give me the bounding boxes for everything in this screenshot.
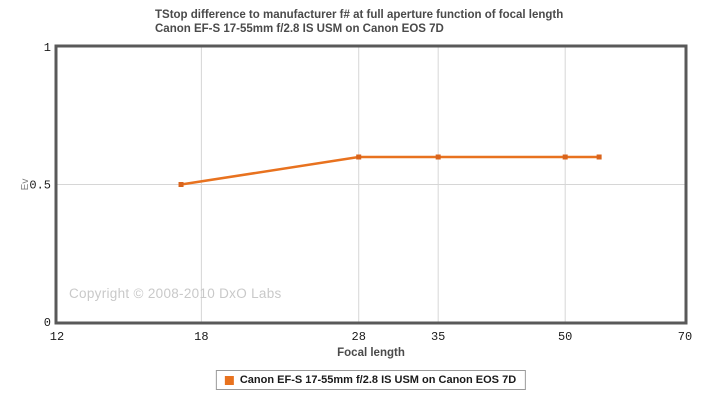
y-tick-label: 1 [44,41,51,55]
chart-title-line-2: Canon EF-S 17-55mm f/2.8 IS USM on Canon… [155,22,444,35]
chart-title: TStop difference to manufacturer f# at f… [155,9,563,36]
y-tick-label: 0.5 [29,179,51,193]
x-tick-label: 28 [352,330,366,344]
legend-series-label: Canon EF-S 17-55mm f/2.8 IS USM on Canon… [239,374,517,386]
x-axis-title: Focal length [337,347,405,359]
y-tick-label: 0 [44,316,51,330]
x-tick-label: 35 [431,330,445,344]
legend: Canon EF-S 17-55mm f/2.8 IS USM on Canon… [215,370,527,390]
chart-title-line-1: TStop difference to manufacturer f# at f… [155,9,564,21]
data-point-marker [356,154,362,160]
y-axis-title: Ev [20,179,31,191]
x-tick-label: 50 [558,330,572,344]
data-point-marker [178,182,184,187]
copyright-watermark: Copyright © 2008-2010 DxO Labs [69,286,282,301]
data-point-marker [596,154,602,160]
plot-border [54,44,688,325]
x-tick-label: 70 [678,330,692,344]
data-point-marker [435,154,441,160]
x-tick-label: 12 [50,330,64,344]
x-tick-label: 18 [194,330,208,344]
data-point-marker [562,154,568,160]
series-line [180,155,600,186]
legend-swatch-icon [224,375,234,385]
